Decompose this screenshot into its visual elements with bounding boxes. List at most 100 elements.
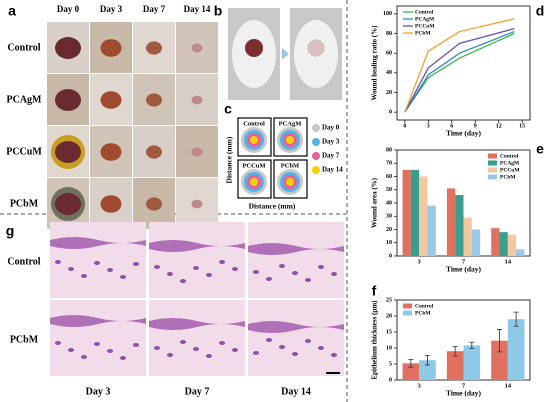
line — [404, 32, 515, 113]
error-bar — [497, 329, 503, 353]
axis-label: Distance (mm) — [249, 202, 296, 211]
follicle — [331, 272, 337, 276]
y-axis-label: Wound area (%) — [371, 177, 379, 228]
follicle — [206, 354, 212, 358]
wound — [146, 93, 162, 107]
y-tick-label: 70 — [386, 161, 392, 167]
line — [404, 30, 515, 113]
error-bar — [469, 341, 475, 350]
panel-label: d — [536, 3, 545, 19]
y-tick-label: 100 — [383, 11, 392, 17]
x-axis-label: Time (day) — [446, 389, 482, 398]
histology — [248, 300, 344, 376]
y-axis-label: Wound healing ratio (%) — [371, 25, 379, 101]
follicle — [219, 341, 225, 345]
follicle — [266, 338, 272, 342]
column-header: Day 3 — [100, 4, 123, 14]
x-axis-label: Time (day) — [446, 129, 482, 138]
follicle — [94, 261, 100, 265]
epidermis — [149, 240, 245, 252]
wound — [245, 39, 263, 57]
contour — [286, 178, 294, 186]
follicle — [180, 340, 186, 344]
legend-label: Day 14 — [322, 166, 343, 174]
y-tick-label: 20 — [386, 90, 392, 96]
legend-label: PCbM — [415, 310, 431, 316]
wound — [55, 141, 81, 163]
follicle — [180, 279, 186, 283]
wound — [146, 197, 162, 211]
y-tick-label: 10 — [386, 240, 392, 246]
bar — [463, 345, 481, 380]
follicle — [167, 272, 173, 276]
follicle — [318, 265, 324, 269]
bar — [507, 319, 525, 380]
histology — [149, 222, 245, 298]
x-tick-label: 9 — [474, 123, 477, 129]
column-header: Day 7 — [143, 4, 166, 14]
histology — [50, 300, 146, 376]
legend-swatch — [488, 167, 497, 173]
column-header: Day 14 — [184, 4, 211, 14]
y-tick-label: 60 — [386, 174, 392, 180]
follicle — [167, 353, 173, 357]
y-tick-label: 25 — [386, 297, 392, 303]
follicle — [305, 278, 311, 282]
epidermis — [50, 315, 146, 327]
legend-label: Day 7 — [322, 152, 340, 160]
bar — [402, 363, 420, 380]
group-label: Control — [243, 120, 265, 127]
error-bar — [513, 311, 519, 327]
follicle — [253, 351, 259, 355]
follicle — [107, 349, 113, 353]
wound — [146, 41, 162, 55]
follicle — [120, 356, 126, 360]
bar — [427, 205, 436, 256]
wound — [191, 199, 203, 209]
legend-label: PCAgM — [500, 160, 520, 166]
bar — [419, 360, 436, 380]
follicle — [133, 262, 139, 266]
row-label: PCbM — [10, 334, 39, 345]
error-bar — [408, 359, 414, 368]
follicle — [279, 264, 285, 268]
panel-label: e — [536, 141, 544, 157]
follicle — [68, 267, 74, 271]
scale-bar — [326, 372, 340, 374]
panel-label: f — [372, 283, 377, 299]
legend-label: PCbM — [500, 174, 516, 180]
follicle — [55, 341, 61, 345]
group-label: PCbM — [281, 162, 299, 169]
wound — [306, 38, 326, 58]
wound — [191, 147, 203, 157]
wound — [55, 89, 81, 111]
y-tick-label: 20 — [386, 313, 392, 319]
x-tick-label: 3 — [418, 382, 422, 389]
legend-swatch — [488, 153, 497, 159]
bar — [463, 217, 472, 256]
follicle — [154, 265, 160, 269]
epidermis — [149, 318, 245, 330]
bar — [455, 195, 464, 256]
row-label: PCAgM — [7, 94, 43, 105]
contour — [286, 136, 294, 144]
x-tick-label: 3 — [427, 123, 430, 129]
bar — [516, 249, 525, 256]
wound — [55, 193, 81, 215]
panel-label: c — [224, 101, 232, 117]
wound — [146, 145, 162, 159]
y-tick-label: 0 — [389, 253, 392, 259]
bar — [446, 188, 456, 256]
y-tick-label: 15 — [386, 329, 392, 335]
follicle — [81, 274, 87, 278]
y-tick-label: 50 — [386, 187, 392, 193]
bar — [446, 351, 464, 380]
contour — [250, 178, 258, 186]
follicle — [292, 271, 298, 275]
y-tick-label: 40 — [386, 200, 392, 206]
y-axis-label: Epithelium thickness (μm) — [371, 300, 379, 380]
wound — [191, 43, 203, 53]
x-tick-label: 7 — [462, 382, 466, 389]
wound — [100, 143, 122, 161]
